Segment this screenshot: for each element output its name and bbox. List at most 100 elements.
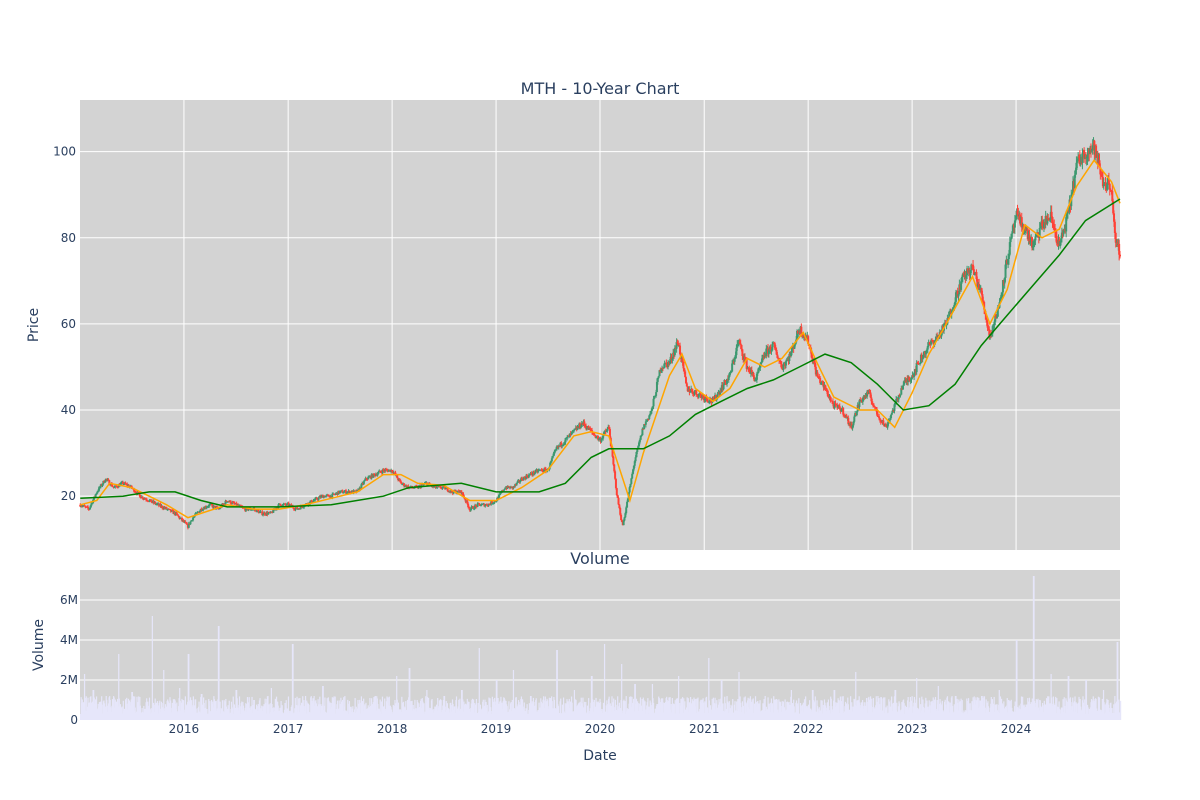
volume-bar <box>1033 576 1035 720</box>
candle-body <box>486 505 489 507</box>
candle-body <box>287 503 290 506</box>
candle-body <box>1081 153 1084 163</box>
candle-body <box>606 428 609 431</box>
candle-body <box>995 314 998 319</box>
candle-body <box>676 342 679 344</box>
candle-body <box>317 497 320 500</box>
candle-body <box>1077 156 1080 161</box>
candle-body <box>919 363 922 365</box>
candle-body <box>655 381 658 393</box>
candle-body <box>619 508 622 515</box>
candle-body <box>629 483 632 488</box>
candle-body <box>777 358 780 360</box>
candle-body <box>788 354 791 361</box>
volume-bar <box>409 668 411 720</box>
candle-body <box>856 404 859 412</box>
candle-body <box>879 420 882 422</box>
candle-body <box>1047 218 1050 220</box>
volume-bar <box>354 698 356 720</box>
candle-body <box>1062 230 1065 235</box>
volume-bar <box>475 698 478 720</box>
volume-y-tick-label: 6M <box>60 593 78 607</box>
volume-bar <box>772 703 774 720</box>
volume-bar <box>121 706 123 720</box>
candle-body <box>352 490 355 493</box>
volume-bar <box>674 700 676 720</box>
volume-bar <box>1006 698 1008 720</box>
x-tick-label: 2023 <box>897 722 928 736</box>
candle-body <box>683 368 686 372</box>
volume-bar <box>966 698 968 720</box>
candle-body <box>468 507 471 509</box>
volume-bar <box>851 702 853 720</box>
candle-body <box>689 391 692 393</box>
candle-body <box>909 379 912 382</box>
candle-body <box>1119 254 1121 257</box>
candle-body <box>1029 241 1032 243</box>
volume-bar <box>624 701 626 720</box>
candle-body <box>1079 161 1082 165</box>
candle-body <box>757 367 760 373</box>
candle-body <box>1008 242 1011 255</box>
candle-body <box>880 421 883 423</box>
price-y-axis-label: Price <box>26 308 42 342</box>
candle-body <box>377 471 380 474</box>
candle-body <box>758 367 761 369</box>
candle-body <box>281 504 284 507</box>
volume-bar <box>298 698 300 720</box>
candle-body <box>473 505 476 509</box>
candle-body <box>825 389 828 391</box>
candle-body <box>727 376 730 381</box>
candle-body <box>147 501 150 503</box>
candle-body <box>1009 239 1012 243</box>
candle-body <box>753 376 756 381</box>
volume-bar <box>911 696 913 720</box>
candle-body <box>679 345 682 355</box>
candle-body <box>363 479 366 482</box>
price-y-tick-label: 80 <box>61 231 76 245</box>
candle-body <box>561 444 564 446</box>
candle-body <box>722 384 725 390</box>
candle-body <box>597 436 600 440</box>
candle-body <box>793 344 796 349</box>
candle-body <box>151 502 154 504</box>
candle-body <box>566 436 569 438</box>
candle-body <box>610 445 613 449</box>
candle-body <box>1031 237 1034 248</box>
candle-body <box>654 395 657 397</box>
candle-body <box>868 390 871 393</box>
candle-body <box>310 500 313 503</box>
candle-body <box>549 462 552 468</box>
candle-body <box>463 497 466 500</box>
candle-body <box>756 372 759 374</box>
volume-chart: 0 2M 4M 6M 2016 2017 2018 2019 2020 2021 2022 2023 2… <box>60 570 1122 736</box>
x-tick-label: 2016 <box>169 722 200 736</box>
candle-body <box>1032 241 1035 247</box>
candle-body <box>537 470 540 472</box>
volume-bar <box>1117 642 1119 720</box>
candle-body <box>752 372 755 377</box>
volume-bar <box>855 672 857 720</box>
volume-bar <box>84 697 86 720</box>
volume-bar <box>251 696 253 720</box>
volume-bar <box>500 696 502 720</box>
candle-body <box>884 424 887 427</box>
candle-body <box>194 513 197 516</box>
candle-body <box>342 492 345 494</box>
candle-body <box>403 483 406 487</box>
candle-body <box>975 272 978 279</box>
candle-body <box>935 336 938 340</box>
candle-body <box>148 500 151 502</box>
volume-bar <box>164 704 167 720</box>
price-y-tick-label: 40 <box>61 403 76 417</box>
volume-bar <box>396 676 398 720</box>
candle-body <box>233 502 236 504</box>
volume-bar <box>95 696 98 720</box>
candle-body <box>263 512 266 515</box>
candle-body <box>1023 232 1026 234</box>
candle-body <box>346 491 349 493</box>
candle-body <box>115 485 118 487</box>
candle-body <box>385 469 388 471</box>
volume-bar <box>540 701 542 720</box>
candle-body <box>1055 236 1058 244</box>
